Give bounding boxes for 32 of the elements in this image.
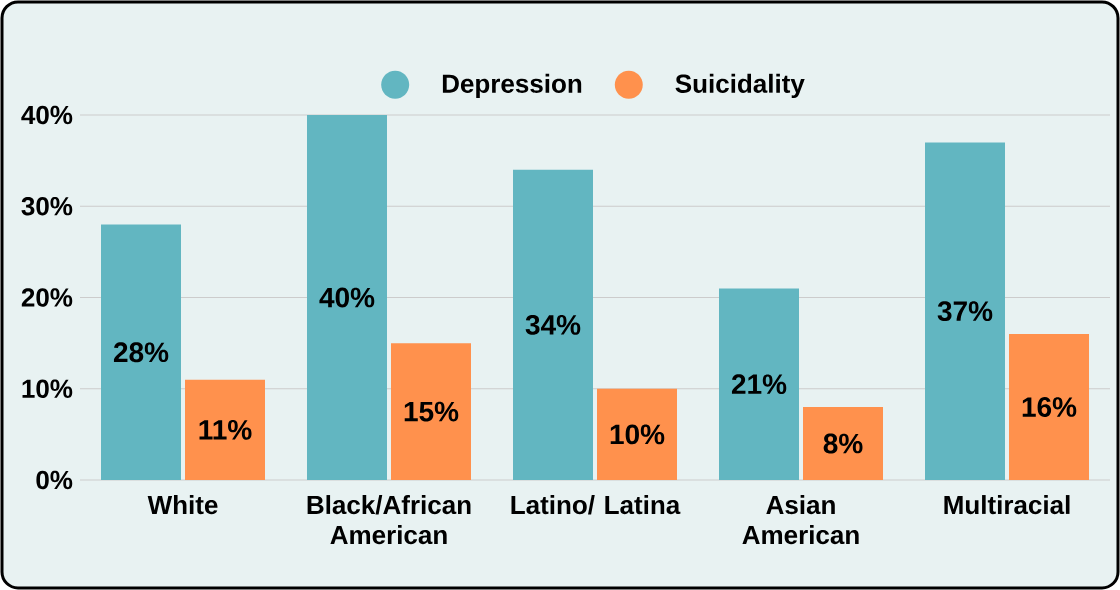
data-label: 16% — [1022, 397, 1077, 417]
x-tick-label: Black/African American — [307, 495, 471, 545]
x-tick-label: Latino/ Latina — [511, 495, 681, 515]
bar — [803, 407, 884, 480]
x-tick-label: Asian American — [742, 495, 859, 545]
y-tick-label: 40% — [21, 105, 73, 125]
bar — [925, 142, 1006, 480]
data-label: 11% — [199, 419, 252, 440]
data-label: 8% — [823, 433, 863, 454]
bar — [719, 288, 799, 480]
data-label: 15% — [404, 401, 459, 422]
x-tick-label: White — [147, 495, 218, 515]
data-label: 10% — [610, 424, 665, 445]
bar — [307, 115, 387, 480]
data-label: 21% — [731, 374, 787, 395]
legend-label: Suicidality — [675, 73, 805, 99]
bar — [185, 379, 265, 480]
y-tick-label: 20% — [21, 288, 73, 307]
data-label: 37% — [937, 301, 993, 322]
bar — [101, 224, 181, 480]
data-label: 34% — [525, 314, 581, 335]
y-tick-label: 10% — [22, 379, 73, 398]
y-tick-label: 0% — [36, 470, 73, 490]
data-label: 40% — [319, 287, 375, 308]
bar — [1009, 334, 1090, 480]
legend-label: Depression — [442, 73, 582, 99]
x-tick-label: Multiracial — [944, 495, 1070, 515]
bar — [513, 169, 593, 480]
y-tick-label: 30% — [21, 197, 73, 216]
bar — [597, 388, 677, 480]
data-label: 28% — [113, 342, 169, 363]
bar — [391, 343, 471, 480]
